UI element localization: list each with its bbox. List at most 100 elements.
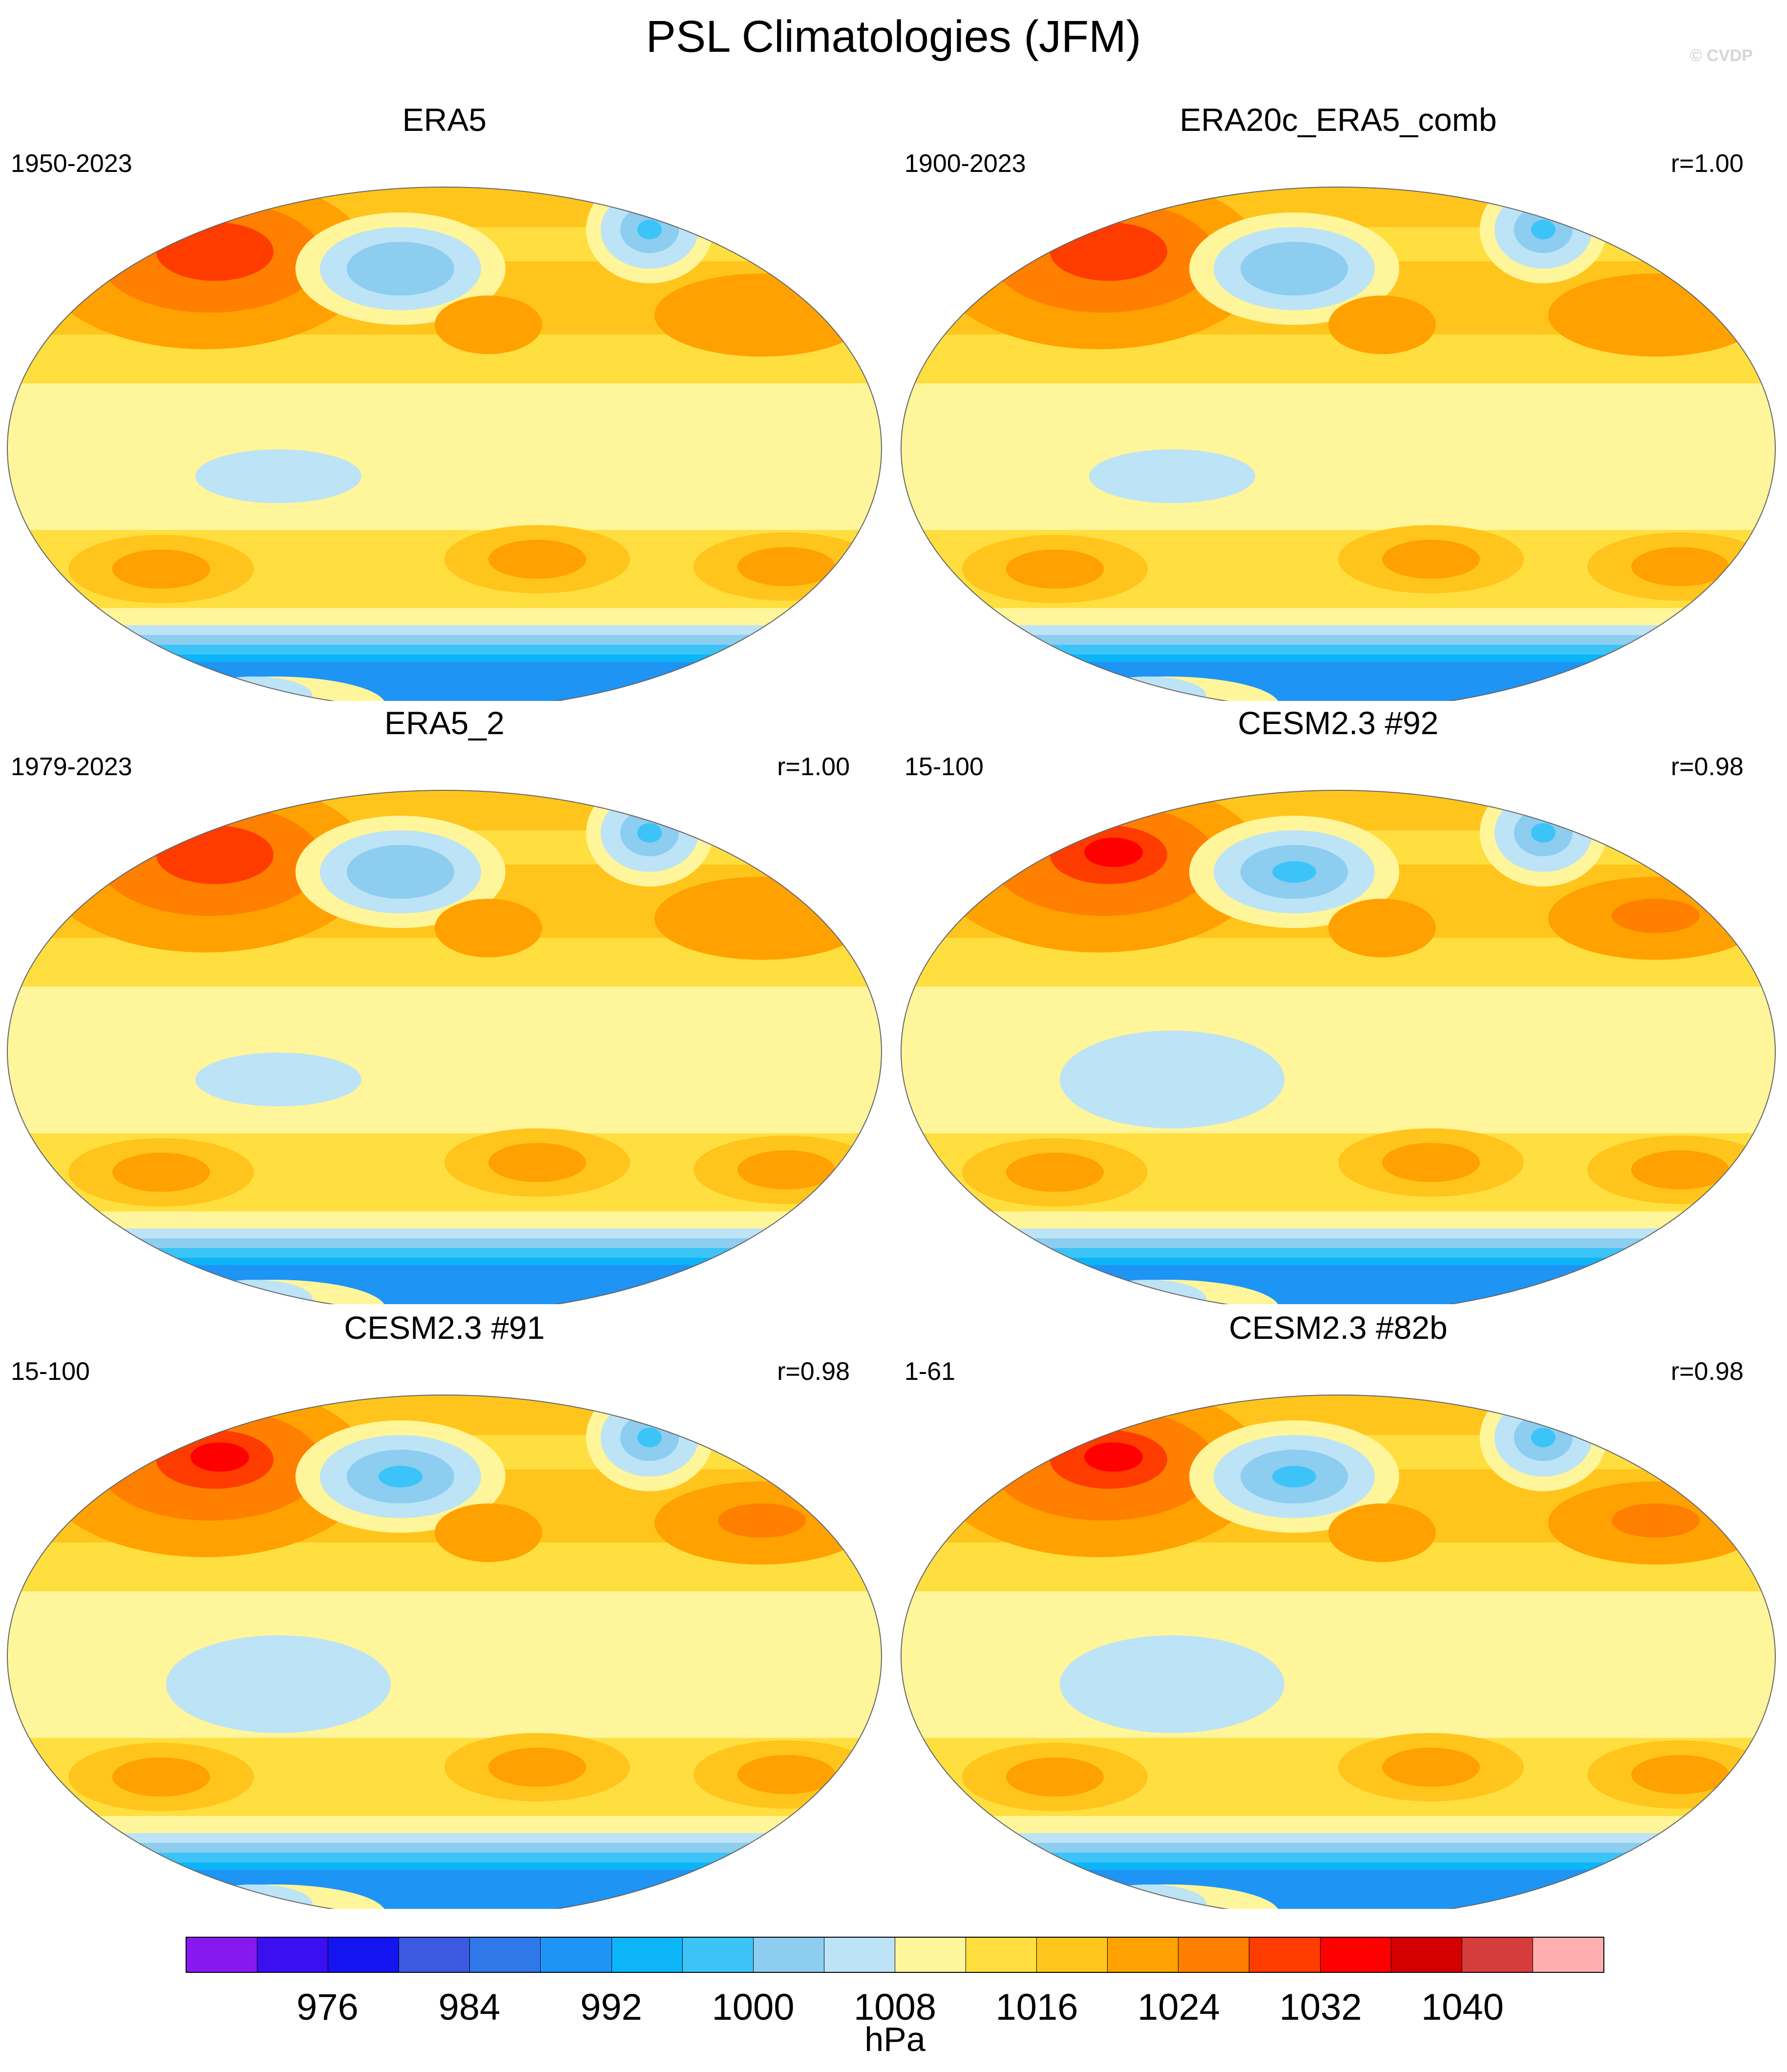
panel-period: 1900-2023 bbox=[904, 149, 1026, 178]
colorbar-swatch bbox=[966, 1938, 1037, 1972]
field-blob bbox=[1382, 1143, 1480, 1182]
colorbar-swatch bbox=[1320, 1938, 1391, 1972]
field-blob bbox=[1531, 220, 1556, 239]
field-blob bbox=[488, 1143, 586, 1182]
colorbar-tick-label: 1040 bbox=[1421, 1987, 1504, 2028]
colorbar-swatch bbox=[470, 1938, 541, 1972]
panel-correlation: r=1.00 bbox=[777, 753, 850, 781]
field-blob bbox=[195, 449, 361, 503]
colorbar-swatch bbox=[328, 1938, 399, 1972]
panel-correlation: r=1.00 bbox=[1671, 149, 1744, 178]
panel-title: ERA5_2 bbox=[384, 705, 505, 741]
colorbar-tick-label: 1008 bbox=[853, 1987, 937, 2028]
field-band bbox=[901, 662, 1775, 701]
field-blob bbox=[1531, 823, 1556, 843]
colorbar-swatch bbox=[257, 1938, 329, 1972]
psl-map bbox=[901, 187, 1776, 701]
colorbar-tick-label: 976 bbox=[296, 1987, 358, 2028]
psl-field bbox=[7, 790, 882, 1304]
psl-field bbox=[901, 790, 1775, 1304]
field-band bbox=[7, 662, 882, 701]
colorbar: 976 984 992 1000 1008 1016 1024 1032 1040 hPa bbox=[186, 1937, 1604, 2058]
field-blob bbox=[637, 220, 662, 239]
psl-field bbox=[7, 1395, 882, 1909]
map-outline bbox=[901, 790, 1776, 1304]
field-blob bbox=[737, 1150, 835, 1189]
field-blob bbox=[347, 242, 454, 296]
field-blob bbox=[1060, 1635, 1284, 1733]
panel-correlation: r=0.98 bbox=[777, 1357, 850, 1386]
field-blob bbox=[435, 899, 542, 957]
field-blob bbox=[1006, 550, 1104, 589]
psl-map bbox=[7, 1395, 882, 1909]
map-outline bbox=[7, 790, 882, 1304]
panel-correlation: r=0.98 bbox=[1671, 753, 1744, 781]
field-blob bbox=[737, 547, 835, 586]
map-panel-cesm23-91: CESM2.3 #91 15-100 r=0.98 bbox=[0, 1308, 889, 1909]
colorbar-swatch bbox=[187, 1938, 258, 1972]
field-band bbox=[901, 608, 1775, 628]
field-blob bbox=[718, 1503, 806, 1538]
field-blob bbox=[1006, 1153, 1104, 1192]
field-blob bbox=[1328, 899, 1436, 957]
colorbar-swatch bbox=[1178, 1938, 1250, 1972]
field-blob bbox=[112, 550, 210, 589]
field-band bbox=[901, 1870, 1775, 1909]
colorbar-swatch bbox=[1462, 1938, 1533, 1972]
field-blob bbox=[1089, 449, 1255, 503]
panel-period: 15-100 bbox=[11, 1357, 90, 1386]
field-blob bbox=[156, 222, 273, 281]
field-blob bbox=[435, 296, 542, 354]
psl-map bbox=[7, 790, 882, 1304]
field-blob bbox=[1328, 296, 1436, 354]
field-blob bbox=[1328, 1503, 1436, 1562]
map-outline bbox=[901, 187, 1776, 701]
map-panel-era5-2: ERA5_2 1979-2023 r=1.00 bbox=[0, 703, 889, 1304]
panel-title: CESM2.3 #82b bbox=[1229, 1310, 1448, 1346]
field-blob bbox=[1272, 1466, 1316, 1487]
field-band bbox=[901, 1211, 1775, 1231]
colorbar-swatch bbox=[611, 1938, 683, 1972]
page-title: PSL Climatologies (JFM) bbox=[646, 12, 1141, 62]
colorbar-unit: hPa bbox=[864, 2020, 925, 2058]
map-panel-cesm23-92: CESM2.3 #92 15-100 r=0.98 bbox=[894, 703, 1783, 1304]
colorbar-swatch bbox=[753, 1938, 824, 1972]
field-blob bbox=[1050, 222, 1167, 281]
colorbar-swatch bbox=[895, 1938, 967, 1972]
map-outline bbox=[7, 1395, 882, 1909]
panel-title: CESM2.3 #91 bbox=[344, 1310, 545, 1346]
colorbar-swatch bbox=[1037, 1938, 1108, 1972]
field-blob bbox=[1631, 1755, 1729, 1794]
colorbar-swatch bbox=[682, 1938, 754, 1972]
colorbar-swatch bbox=[1249, 1938, 1321, 1972]
field-blob bbox=[1272, 861, 1316, 883]
field-band bbox=[7, 1265, 882, 1304]
field-blob bbox=[737, 1755, 835, 1794]
panel-title: ERA5 bbox=[402, 102, 487, 138]
psl-map bbox=[901, 790, 1776, 1304]
panel-period: 1979-2023 bbox=[11, 753, 132, 781]
colorbar-swatch bbox=[399, 1938, 470, 1972]
map-panel-era5: ERA5 1950-2023 bbox=[0, 100, 889, 701]
field-blob bbox=[1631, 1150, 1729, 1189]
field-band bbox=[7, 1870, 882, 1909]
field-band bbox=[7, 608, 882, 628]
field-blob bbox=[637, 823, 662, 843]
colorbar-swatches bbox=[186, 1937, 1604, 1973]
colorbar-tick-label: 992 bbox=[580, 1987, 642, 2028]
field-blob bbox=[1612, 899, 1700, 933]
field-band bbox=[7, 1816, 882, 1836]
field-blob bbox=[488, 540, 586, 579]
field-band bbox=[7, 1211, 882, 1231]
psl-field bbox=[901, 1395, 1775, 1909]
psl-map bbox=[901, 1395, 1776, 1909]
copyright-watermark: © CVDP bbox=[1690, 46, 1753, 65]
field-blob bbox=[378, 1466, 422, 1487]
psl-field bbox=[7, 187, 882, 701]
field-blob bbox=[1612, 1503, 1700, 1538]
panel-correlation: r=0.98 bbox=[1671, 1357, 1744, 1386]
panel-period: 15-100 bbox=[904, 753, 984, 781]
field-blob bbox=[654, 877, 869, 960]
colorbar-swatch bbox=[1533, 1938, 1603, 1972]
field-blob bbox=[1531, 1428, 1556, 1447]
